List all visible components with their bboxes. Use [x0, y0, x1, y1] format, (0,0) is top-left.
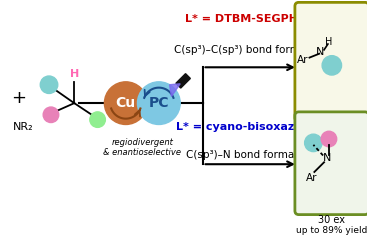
Text: Ar: Ar: [297, 55, 309, 64]
Text: NR₂: NR₂: [12, 122, 33, 132]
Text: C(sp³)–C(sp³) bond formation: C(sp³)–C(sp³) bond formation: [174, 45, 326, 55]
FancyBboxPatch shape: [295, 112, 369, 215]
Circle shape: [321, 131, 337, 147]
Text: Ar: Ar: [306, 173, 317, 183]
FancyBboxPatch shape: [295, 2, 369, 122]
Text: Cu: Cu: [116, 96, 136, 110]
Polygon shape: [170, 84, 180, 96]
Circle shape: [105, 82, 147, 124]
Text: N: N: [323, 153, 331, 163]
Circle shape: [322, 56, 341, 75]
Text: H: H: [325, 37, 333, 47]
Text: 30 ex: 30 ex: [318, 215, 345, 225]
Circle shape: [40, 76, 58, 93]
Text: 47 ex: 47 ex: [318, 122, 346, 132]
Circle shape: [90, 112, 105, 127]
Circle shape: [138, 82, 180, 124]
Text: +: +: [11, 89, 26, 107]
Text: H: H: [70, 69, 79, 79]
Circle shape: [305, 134, 322, 152]
Polygon shape: [176, 74, 190, 88]
Text: L* = DTBM-SEGPHOS: L* = DTBM-SEGPHOS: [185, 14, 315, 24]
Text: C(sp³)–N bond formation: C(sp³)–N bond formation: [186, 150, 314, 160]
Text: L* = cyano-bisoxazoline: L* = cyano-bisoxazoline: [176, 122, 324, 132]
Text: up to 92% yield: up to 92% yield: [296, 133, 367, 142]
Text: regiodivergent
& enantioselective: regiodivergent & enantioselective: [103, 138, 181, 157]
Text: up to 89% yield: up to 89% yield: [296, 226, 367, 235]
Circle shape: [43, 107, 59, 122]
Text: N: N: [316, 47, 324, 57]
Text: PC: PC: [149, 96, 169, 110]
